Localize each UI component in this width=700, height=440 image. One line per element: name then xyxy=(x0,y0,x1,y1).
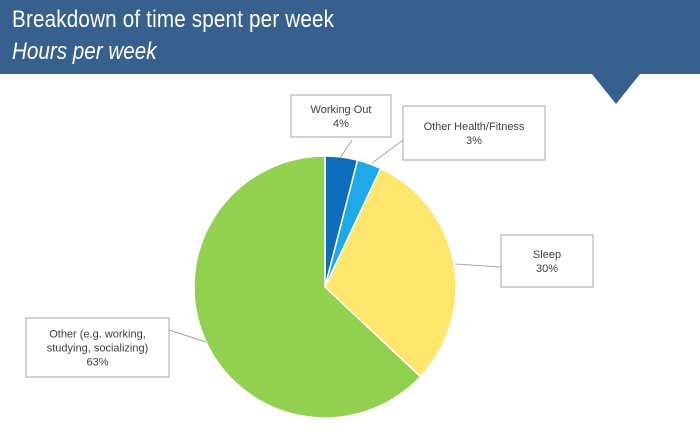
callout-box xyxy=(402,105,546,161)
pie-slice-sleep xyxy=(324,167,457,378)
data-label-callouts: Working Out 4% Other Health/Fitness 3% Sleep… xyxy=(25,94,594,378)
data-label-callout: Sleep 30% xyxy=(500,234,594,288)
chart-subtitle: Hours per week xyxy=(12,38,157,65)
data-label-percent: 3% xyxy=(466,135,482,147)
callout-box xyxy=(500,234,594,288)
data-label-callout: Working Out 4% xyxy=(290,94,392,138)
callout-box xyxy=(25,317,170,378)
data-label-category: studying, socializing) xyxy=(47,343,149,355)
leader-line xyxy=(371,139,404,164)
leader-line xyxy=(454,263,502,268)
data-label-category: Sleep xyxy=(533,249,561,261)
pie-slices xyxy=(193,155,457,419)
data-label-callout: Other (e.g. working, studying, socializin… xyxy=(25,317,170,378)
data-label-category: Other (e.g. working, xyxy=(49,329,146,341)
leader-line xyxy=(168,329,207,343)
data-label-category: Other Health/Fitness xyxy=(424,121,525,133)
chart-header: Breakdown of time spent per week Hours p… xyxy=(0,0,700,74)
data-label-percent: 63% xyxy=(86,357,108,369)
chart-title: Breakdown of time spent per week xyxy=(12,6,335,33)
data-label-category: Working Out xyxy=(311,104,372,116)
data-label-percent: 30% xyxy=(536,263,558,275)
data-label-callout: Other Health/Fitness 3% xyxy=(402,105,546,161)
pie-slice-other-e-g-working-studying-socializing xyxy=(193,155,422,419)
leader-line xyxy=(339,139,353,159)
header-pointer-arrow xyxy=(592,74,640,104)
data-label-percent: 4% xyxy=(333,118,349,130)
leader-lines xyxy=(168,139,502,343)
callout-box xyxy=(290,94,392,138)
